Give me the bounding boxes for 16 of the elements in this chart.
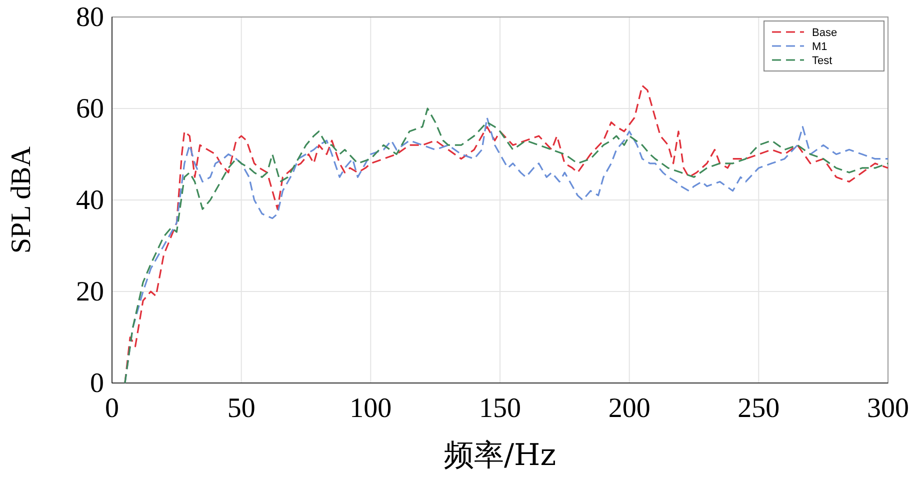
x-axis-title: 频率/Hz: [444, 438, 556, 473]
legend-label: Test: [812, 55, 832, 67]
y-axis-title: SPL dBA: [6, 146, 37, 254]
x-tick-label: 300: [867, 393, 909, 424]
y-tick-label: 80: [76, 2, 104, 33]
legend-label: M1: [812, 41, 828, 53]
y-tick-label: 20: [76, 276, 104, 308]
legend-label: Base: [812, 27, 838, 39]
x-tick-label: 150: [479, 393, 521, 424]
y-tick-label: 0: [90, 368, 104, 399]
x-tick-label: 250: [738, 393, 780, 424]
x-tick-label: 200: [608, 393, 650, 424]
x-tick-label: 100: [350, 393, 392, 424]
y-tick-label: 40: [76, 185, 104, 216]
y-tick-label: 60: [76, 94, 104, 124]
x-tick-label: 50: [227, 393, 256, 424]
